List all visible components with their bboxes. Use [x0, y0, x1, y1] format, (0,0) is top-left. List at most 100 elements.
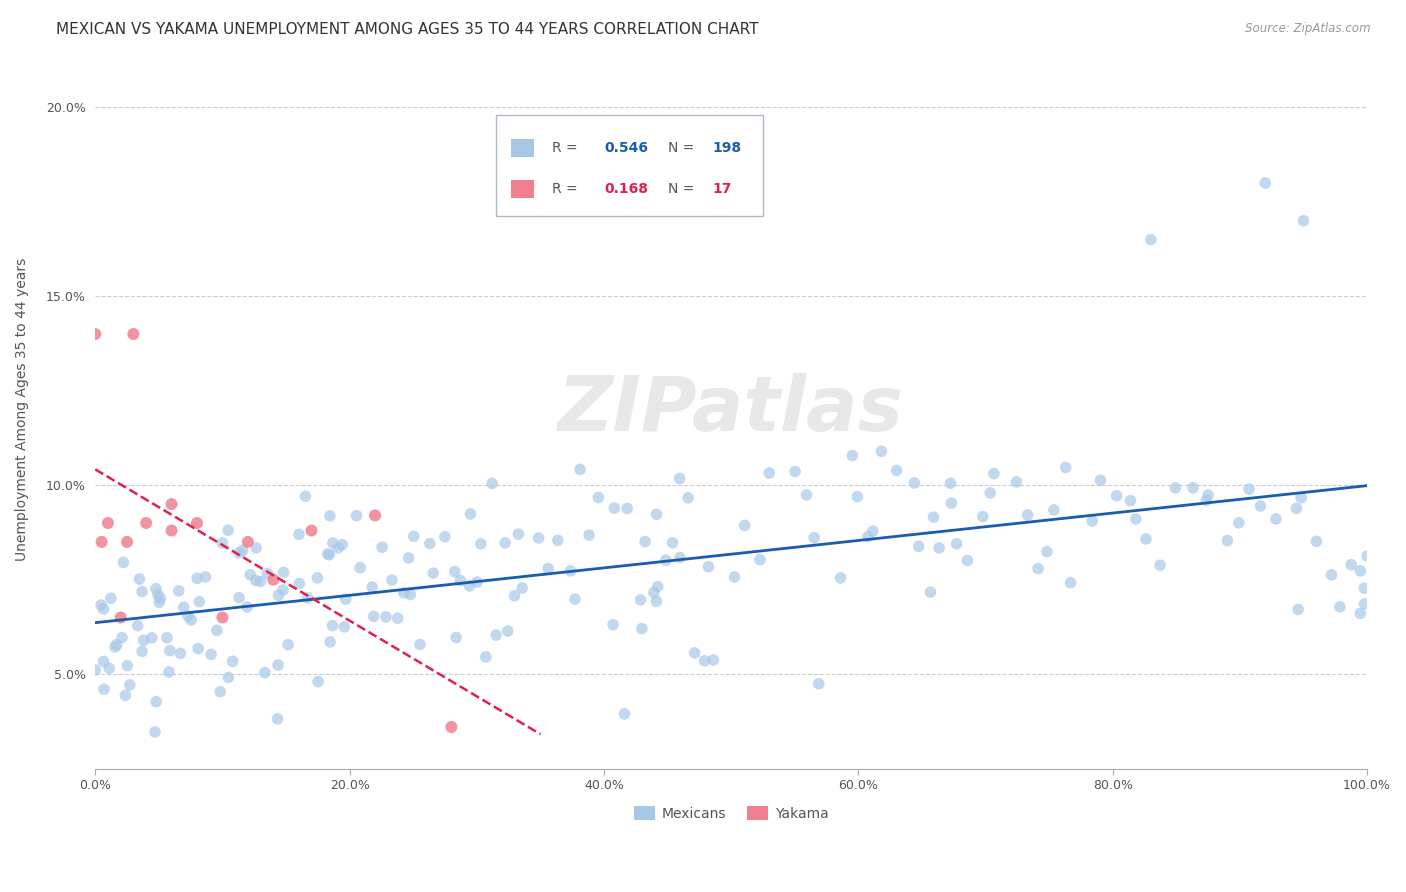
Point	[907, 539, 929, 553]
Point	[631, 622, 654, 636]
Point	[143, 725, 166, 739]
Point	[205, 624, 228, 638]
Point	[319, 635, 342, 649]
Point	[1216, 533, 1239, 548]
Point	[1081, 514, 1104, 528]
Point	[262, 573, 284, 587]
Point	[294, 489, 316, 503]
Point	[616, 501, 638, 516]
Point	[217, 523, 239, 537]
Point	[1149, 558, 1171, 573]
Point	[93, 682, 115, 697]
Point	[475, 649, 498, 664]
Point	[297, 591, 319, 605]
Point	[1182, 481, 1205, 495]
Point	[333, 620, 356, 634]
Point	[239, 567, 262, 582]
Point	[564, 592, 586, 607]
Point	[1090, 473, 1112, 487]
Point	[236, 535, 259, 549]
Point	[141, 631, 163, 645]
Text: 0.546: 0.546	[605, 141, 648, 155]
Point	[1237, 482, 1260, 496]
Point	[288, 576, 311, 591]
Point	[194, 570, 217, 584]
Point	[330, 538, 353, 552]
Point	[1350, 564, 1372, 578]
Point	[1265, 512, 1288, 526]
Bar	[512, 180, 534, 198]
Point	[433, 530, 456, 544]
Point	[188, 595, 211, 609]
Point	[903, 475, 925, 490]
Point	[645, 508, 668, 522]
Point	[211, 610, 233, 624]
Point	[111, 631, 134, 645]
Point	[734, 518, 756, 533]
Point	[693, 654, 716, 668]
Point	[112, 556, 135, 570]
Point	[939, 476, 962, 491]
Point	[84, 663, 107, 677]
Text: N =: N =	[668, 141, 695, 155]
Point	[1164, 481, 1187, 495]
Point	[105, 638, 128, 652]
Point	[470, 537, 492, 551]
Point	[277, 638, 299, 652]
Point	[267, 658, 290, 673]
Point	[1340, 558, 1362, 572]
Point	[803, 531, 825, 545]
Point	[983, 467, 1005, 481]
Point	[160, 497, 183, 511]
Point	[228, 546, 250, 560]
Point	[465, 575, 488, 590]
Point	[807, 677, 830, 691]
Point	[1059, 575, 1081, 590]
Point	[128, 572, 150, 586]
Point	[1292, 213, 1315, 227]
Point	[676, 491, 699, 505]
Point	[449, 574, 471, 588]
Point	[328, 541, 350, 555]
Point	[588, 491, 610, 505]
Point	[1355, 549, 1378, 563]
Legend: Mexicans, Yakama: Mexicans, Yakama	[628, 800, 834, 826]
Point	[160, 524, 183, 538]
Point	[527, 531, 550, 545]
Point	[90, 535, 112, 549]
Point	[1305, 534, 1327, 549]
Point	[1348, 607, 1371, 621]
Point	[856, 530, 879, 544]
Point	[603, 501, 626, 516]
Point	[537, 561, 560, 575]
Point	[318, 548, 340, 562]
Text: 17: 17	[711, 182, 731, 196]
Point	[1140, 233, 1163, 247]
Point	[135, 516, 157, 530]
Point	[830, 571, 852, 585]
Point	[335, 592, 357, 607]
Point	[110, 610, 132, 624]
Point	[1254, 176, 1277, 190]
Point	[167, 583, 190, 598]
Point	[93, 602, 115, 616]
Point	[93, 655, 115, 669]
Point	[349, 560, 371, 574]
Point	[211, 536, 233, 550]
Point	[156, 631, 179, 645]
Point	[846, 490, 869, 504]
Point	[920, 585, 942, 599]
Point	[661, 535, 683, 549]
Point	[886, 463, 908, 477]
Point	[132, 633, 155, 648]
Text: R =: R =	[551, 141, 578, 155]
Point	[271, 582, 294, 597]
Point	[496, 624, 519, 639]
Point	[1043, 503, 1066, 517]
Point	[145, 695, 167, 709]
Point	[560, 564, 582, 578]
Point	[118, 678, 141, 692]
Point	[634, 534, 657, 549]
Point	[228, 591, 250, 605]
Text: R =: R =	[551, 182, 578, 196]
